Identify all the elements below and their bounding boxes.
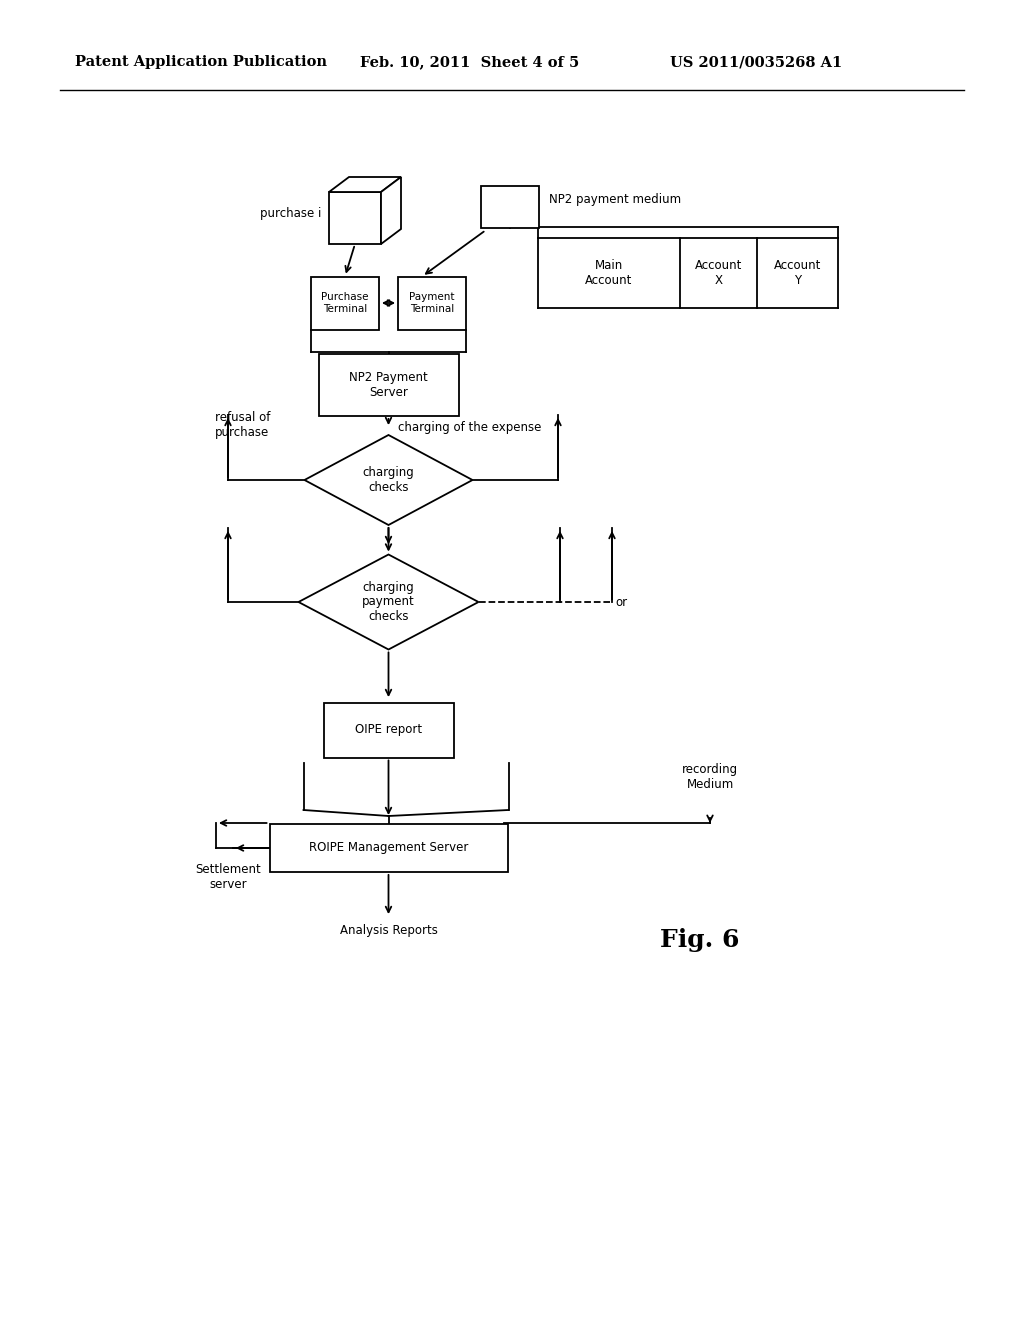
- FancyBboxPatch shape: [481, 186, 539, 228]
- Text: or: or: [615, 595, 627, 609]
- Text: Account
X: Account X: [695, 259, 742, 286]
- Text: charging of the expense: charging of the expense: [398, 421, 542, 434]
- FancyBboxPatch shape: [329, 191, 381, 244]
- Polygon shape: [381, 177, 401, 244]
- Text: NP2 payment medium: NP2 payment medium: [549, 193, 681, 206]
- Text: Main
Account: Main Account: [586, 259, 633, 286]
- Text: Feb. 10, 2011  Sheet 4 of 5: Feb. 10, 2011 Sheet 4 of 5: [360, 55, 580, 69]
- Polygon shape: [304, 436, 472, 525]
- Polygon shape: [299, 554, 478, 649]
- Text: NP2 Payment
Server: NP2 Payment Server: [349, 371, 428, 399]
- Text: refusal of
purchase: refusal of purchase: [215, 411, 270, 440]
- Text: recording
Medium: recording Medium: [682, 763, 738, 791]
- FancyBboxPatch shape: [269, 824, 508, 873]
- Polygon shape: [329, 177, 401, 191]
- Text: Settlement
server: Settlement server: [196, 863, 261, 891]
- Text: Patent Application Publication: Patent Application Publication: [75, 55, 327, 69]
- FancyBboxPatch shape: [398, 276, 466, 330]
- Text: Analysis Reports: Analysis Reports: [340, 924, 437, 937]
- Text: charging
payment
checks: charging payment checks: [362, 581, 415, 623]
- Text: charging
checks: charging checks: [362, 466, 415, 494]
- Text: Account
Y: Account Y: [774, 259, 821, 286]
- Text: Fig. 6: Fig. 6: [660, 928, 739, 952]
- FancyBboxPatch shape: [324, 702, 454, 758]
- Text: Payment
Terminal: Payment Terminal: [410, 292, 455, 314]
- Text: purchase i: purchase i: [260, 206, 321, 219]
- FancyBboxPatch shape: [318, 354, 459, 416]
- Text: US 2011/0035268 A1: US 2011/0035268 A1: [670, 55, 843, 69]
- Text: OIPE report: OIPE report: [355, 723, 422, 737]
- Text: Purchase
Terminal: Purchase Terminal: [322, 292, 369, 314]
- FancyBboxPatch shape: [311, 276, 379, 330]
- Text: ROIPE Management Server: ROIPE Management Server: [309, 842, 468, 854]
